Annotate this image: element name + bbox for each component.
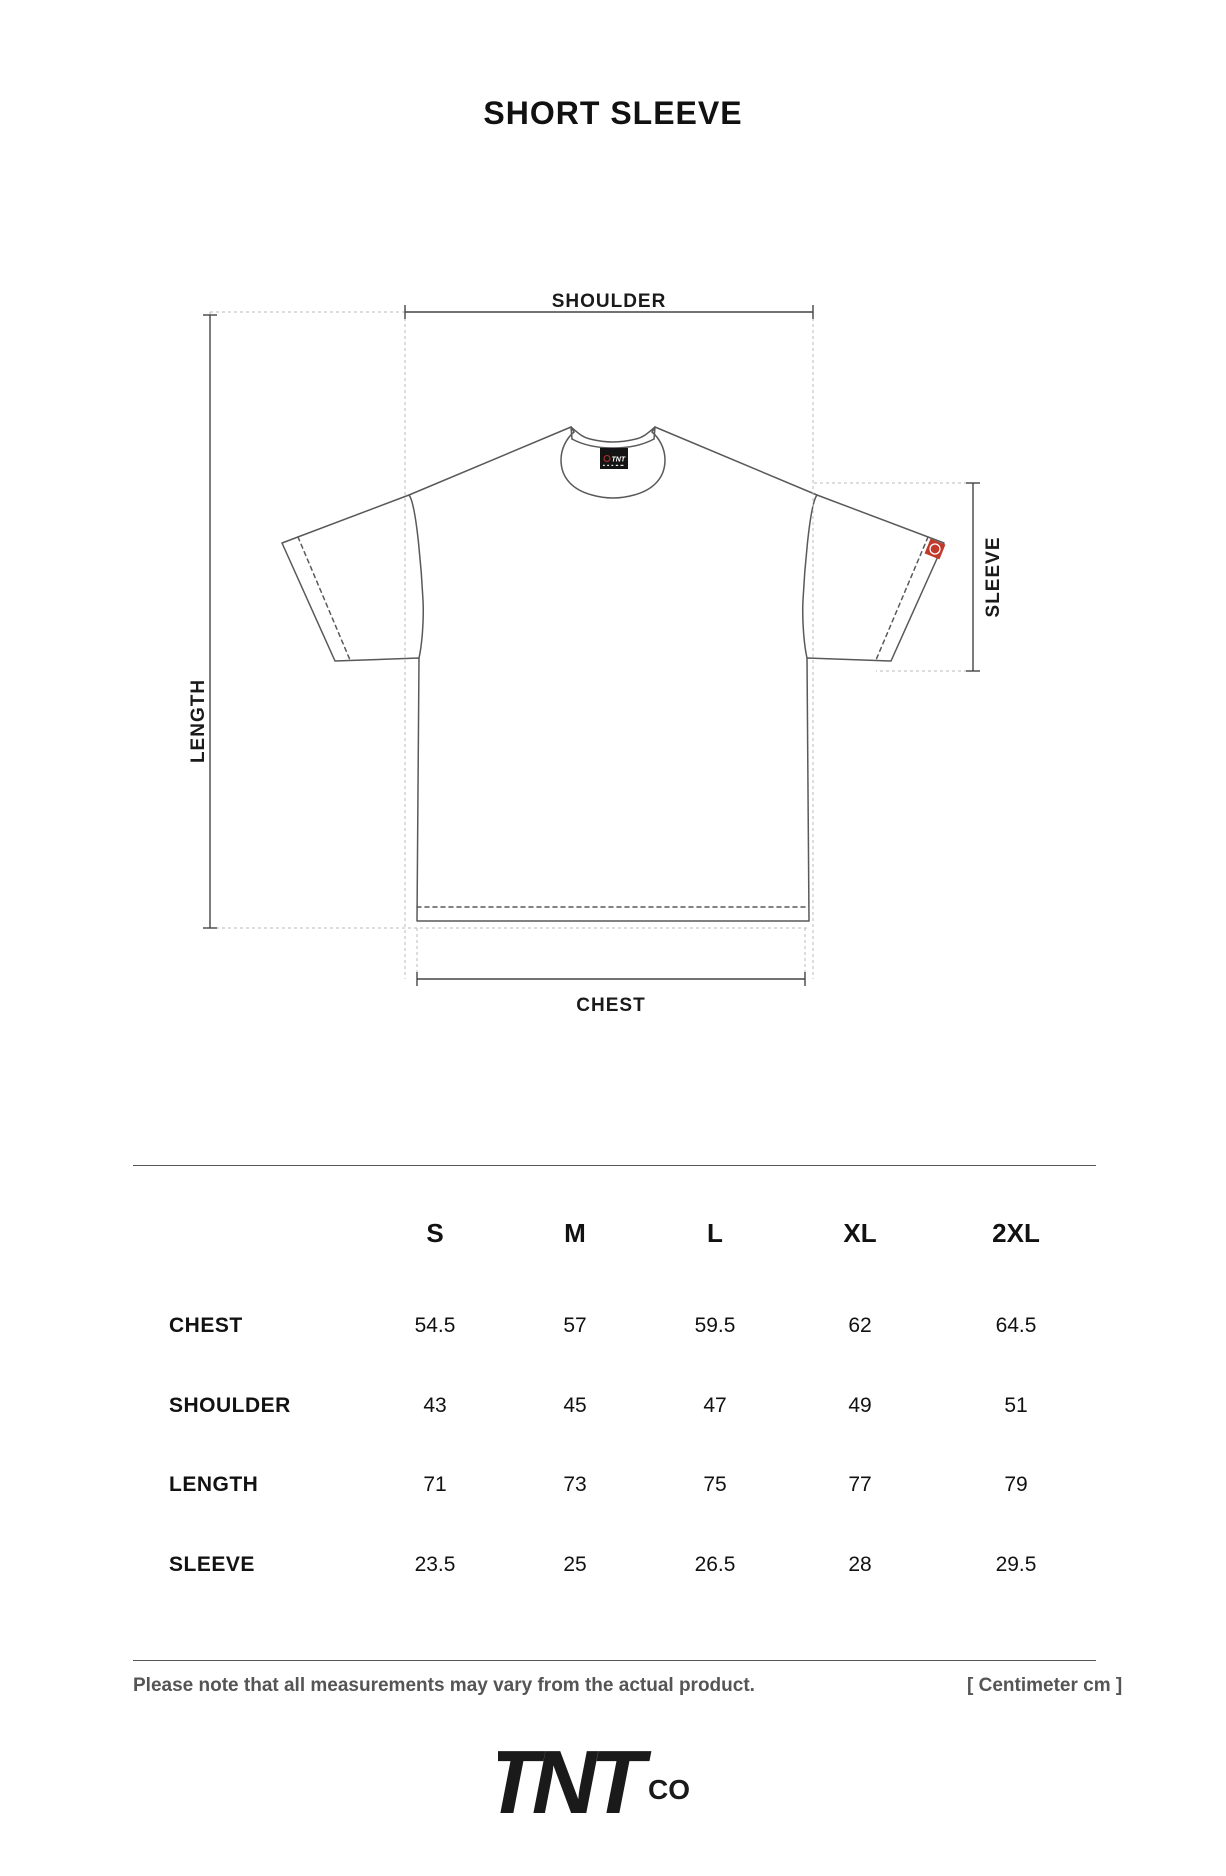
svg-text:LENGTH: LENGTH: [188, 679, 209, 763]
svg-text:SLEEVE: SLEEVE: [983, 537, 1004, 618]
svg-text:SHOULDER: SHOULDER: [552, 291, 667, 312]
svg-text:CO: CO: [648, 1774, 690, 1805]
svg-text:TNT: TNT: [612, 457, 626, 464]
svg-text:CHEST: CHEST: [576, 995, 645, 1016]
svg-text:TNT: TNT: [498, 1738, 655, 1833]
